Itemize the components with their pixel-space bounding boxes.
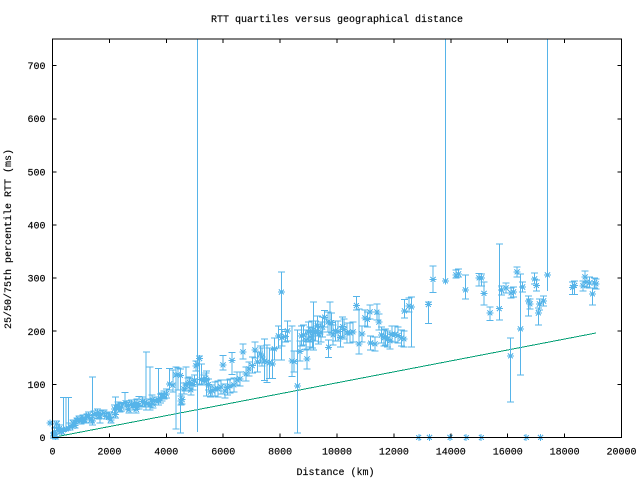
svg-text:500: 500 bbox=[27, 168, 45, 179]
svg-text:18000: 18000 bbox=[550, 448, 580, 459]
svg-text:400: 400 bbox=[27, 222, 45, 233]
svg-text:14000: 14000 bbox=[436, 448, 466, 459]
svg-text:300: 300 bbox=[27, 275, 45, 286]
svg-text:4000: 4000 bbox=[154, 448, 178, 459]
svg-text:25/50/75th percentile RTT (ms): 25/50/75th percentile RTT (ms) bbox=[3, 149, 15, 329]
svg-text:16000: 16000 bbox=[493, 448, 523, 459]
svg-text:200: 200 bbox=[27, 328, 45, 339]
svg-text:10000: 10000 bbox=[322, 448, 352, 459]
svg-text:20000: 20000 bbox=[606, 448, 636, 459]
svg-text:600: 600 bbox=[27, 115, 45, 126]
svg-text:8000: 8000 bbox=[268, 448, 292, 459]
svg-text:100: 100 bbox=[27, 381, 45, 392]
svg-text:6000: 6000 bbox=[211, 448, 235, 459]
svg-text:RTT quartiles versus geographi: RTT quartiles versus geographical distan… bbox=[211, 14, 463, 26]
svg-text:2000: 2000 bbox=[97, 448, 121, 459]
svg-text:12000: 12000 bbox=[379, 448, 409, 459]
svg-text:0: 0 bbox=[49, 448, 55, 459]
svg-text:0: 0 bbox=[39, 434, 45, 445]
svg-text:Distance (km): Distance (km) bbox=[296, 467, 374, 479]
svg-text:700: 700 bbox=[27, 62, 45, 73]
